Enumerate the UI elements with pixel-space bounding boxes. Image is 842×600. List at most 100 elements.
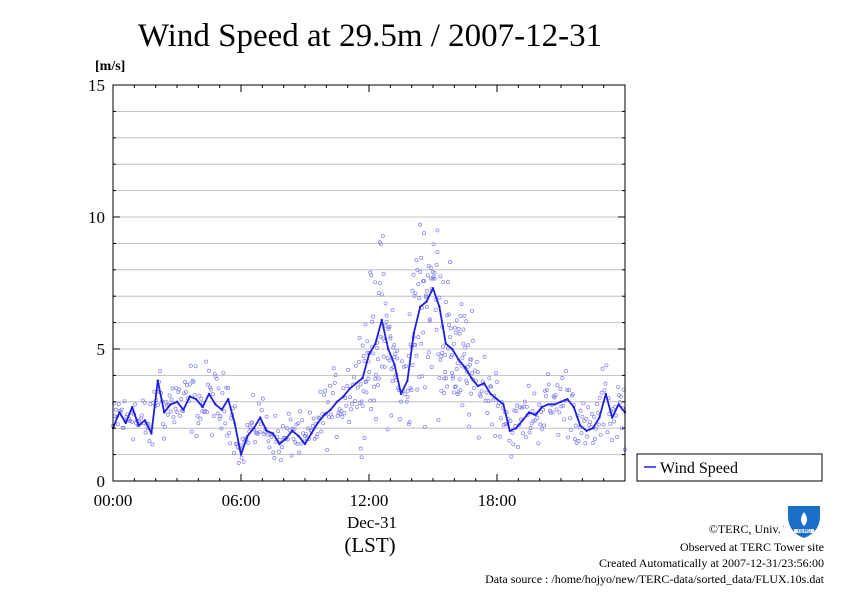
scatter-point xyxy=(514,408,519,413)
scatter-point xyxy=(416,335,421,340)
series-point-wind-speed xyxy=(310,432,313,435)
terc-logo-icon: TERC xyxy=(784,502,824,540)
scatter-point xyxy=(358,446,363,451)
series-point-wind-speed xyxy=(259,416,262,419)
scatter-point xyxy=(551,394,556,399)
scatter-point xyxy=(310,423,315,428)
series-point-wind-speed xyxy=(271,432,275,435)
scatter-point xyxy=(363,322,368,327)
scatter-point xyxy=(156,402,161,407)
series-point-wind-speed xyxy=(559,400,563,403)
scatter-point xyxy=(179,397,184,402)
series-line-wind-speed xyxy=(112,287,626,456)
scatter-point xyxy=(486,399,491,404)
scatter-point xyxy=(415,387,420,392)
scatter-point xyxy=(198,416,203,421)
scatter-point xyxy=(592,414,596,419)
scatter-point xyxy=(296,421,301,426)
scatter-point xyxy=(544,394,548,399)
scatter-point xyxy=(246,440,251,445)
scatter-point xyxy=(576,439,581,443)
scatter-point xyxy=(471,338,475,343)
scatter-point xyxy=(560,376,565,380)
series-point-wind-speed xyxy=(335,400,339,403)
series-point-wind-speed xyxy=(617,403,620,406)
x-tick-label: 12:00 xyxy=(350,491,389,510)
scatter-point xyxy=(409,387,414,392)
scatter-point xyxy=(467,412,472,417)
scatter-point xyxy=(122,399,127,404)
scatter-point xyxy=(441,279,446,284)
scatter-point xyxy=(444,376,449,381)
scatter-point xyxy=(225,433,230,438)
scatter-point xyxy=(205,410,210,415)
scatter-point xyxy=(319,429,324,434)
scatter-point xyxy=(470,309,474,314)
scatter-point xyxy=(188,363,193,368)
scatter-point xyxy=(389,413,394,418)
scatter-point xyxy=(584,416,589,421)
scatter-point xyxy=(417,296,422,301)
scatter-point xyxy=(427,318,432,323)
scatter-point xyxy=(236,461,241,465)
series-point-wind-speed xyxy=(239,453,243,456)
series-point-wind-speed xyxy=(387,347,390,351)
scatter-point xyxy=(596,422,601,427)
scatter-point xyxy=(207,368,211,373)
scatter-point xyxy=(368,398,373,403)
scatter-point xyxy=(320,411,325,416)
scatter-point xyxy=(376,383,380,387)
scatter-point xyxy=(195,413,200,418)
scatter-point xyxy=(617,400,622,405)
scatter-point xyxy=(357,335,362,340)
y-tick-label: 10 xyxy=(88,208,105,227)
scatter-point xyxy=(444,299,449,304)
scatter-point xyxy=(579,431,584,436)
series-point-wind-speed xyxy=(150,432,153,435)
scatter-point xyxy=(430,270,435,274)
scatter-point xyxy=(377,281,382,286)
scatter-point xyxy=(405,388,410,393)
scatter-point xyxy=(370,319,375,324)
scatter-point xyxy=(585,434,590,439)
scatter-point xyxy=(352,399,357,404)
scatter-point xyxy=(399,399,403,404)
series-point-wind-speed xyxy=(566,398,569,401)
scatter-point xyxy=(372,398,377,403)
scatter-point xyxy=(224,385,229,390)
scatter-point xyxy=(168,409,173,414)
scatter-point xyxy=(538,422,543,427)
scatter-point xyxy=(115,422,120,427)
scatter-point xyxy=(590,412,594,417)
scatter-point xyxy=(464,378,469,383)
scatter-point xyxy=(528,426,533,430)
scatter-point xyxy=(419,256,424,260)
scatter-point xyxy=(537,402,542,407)
scatter-point xyxy=(423,385,427,390)
scatter-point xyxy=(405,394,410,399)
scatter-point xyxy=(605,430,610,435)
scatter-point xyxy=(387,358,392,363)
series-point-wind-speed xyxy=(534,413,537,417)
series-point-wind-speed xyxy=(124,421,128,425)
scatter-point xyxy=(387,324,392,329)
scatter-point xyxy=(410,363,415,367)
series-point-wind-speed xyxy=(284,437,287,440)
series-point-wind-speed xyxy=(297,434,300,438)
scatter-point xyxy=(150,442,155,447)
scatter-point xyxy=(479,389,484,394)
scatter-point xyxy=(176,389,181,394)
scatter-point xyxy=(139,413,144,418)
series-point-wind-speed xyxy=(207,392,211,396)
scatter-point xyxy=(380,336,385,341)
scatter-point xyxy=(484,390,489,395)
scatter-point xyxy=(583,441,588,446)
scatter-point xyxy=(332,380,337,385)
series-point-wind-speed xyxy=(323,413,326,417)
scatter-point xyxy=(425,355,430,360)
footer-source: Data source : /home/hojyo/new/TERC-data/… xyxy=(485,572,825,586)
series-point-wind-speed xyxy=(131,405,134,409)
scatter-point xyxy=(170,386,175,391)
scatter-point xyxy=(487,376,492,381)
